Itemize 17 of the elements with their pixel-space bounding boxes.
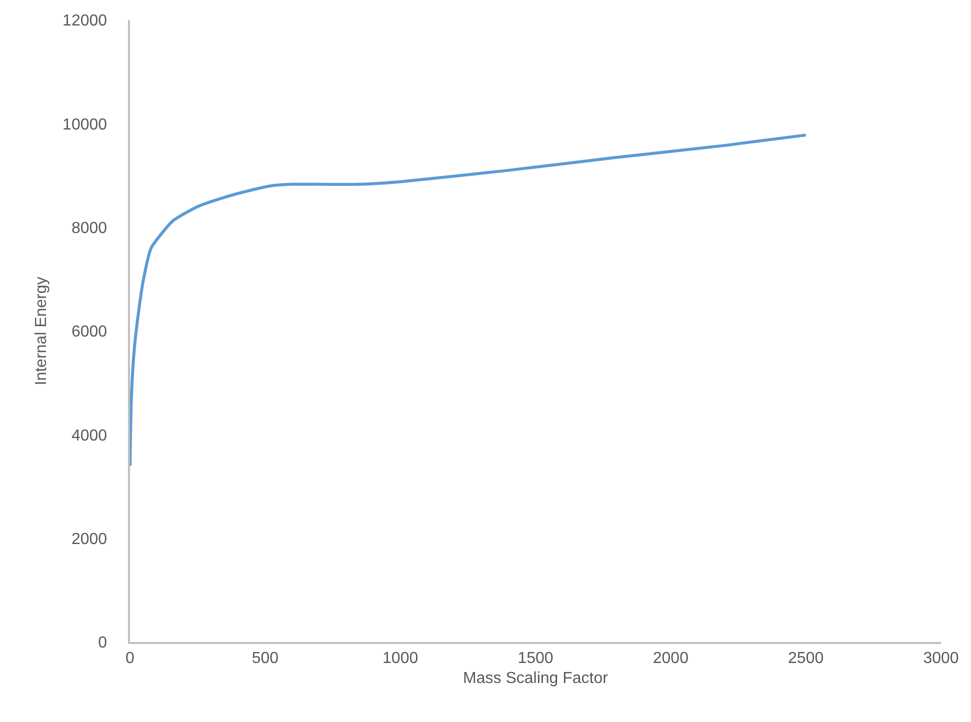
x-axis-title: Mass Scaling Factor — [463, 670, 609, 688]
y-tick-label: 0 — [98, 634, 108, 652]
y-tick-label: 6000 — [71, 324, 108, 341]
x-tick-label: 2500 — [788, 650, 824, 667]
x-tick-label: 1000 — [382, 650, 418, 667]
x-tick-label: 2000 — [652, 650, 689, 667]
y-tick-label: 10000 — [62, 116, 108, 134]
x-tick-label: 500 — [252, 650, 279, 667]
y-tick-label: 12000 — [62, 12, 108, 30]
y-axis-title: Internal Energy — [32, 276, 50, 386]
x-tick-label: 0 — [126, 650, 135, 667]
y-tick-label: 2000 — [71, 530, 108, 548]
x-tick-label: 1500 — [518, 650, 554, 667]
y-tick-label: 8000 — [71, 220, 108, 237]
x-tick-label: 3000 — [923, 650, 959, 667]
y-tick-label: 4000 — [71, 427, 108, 444]
line-series — [130, 134, 808, 468]
